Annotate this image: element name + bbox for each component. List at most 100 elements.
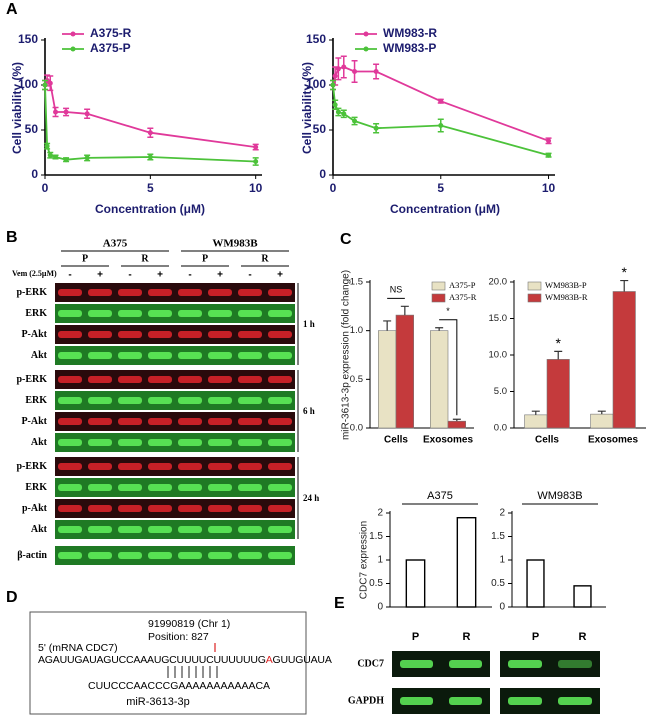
marker bbox=[546, 138, 552, 144]
mrna-label: 5' (mRNA CDC7) bbox=[38, 642, 118, 654]
row-label: ERK bbox=[25, 308, 47, 319]
x-axis-label: Concentration (μM) bbox=[390, 202, 500, 216]
blot-band bbox=[178, 418, 202, 425]
chart-title: WM983B bbox=[537, 490, 582, 502]
blot-strip bbox=[55, 391, 295, 410]
marker bbox=[373, 69, 379, 74]
blot-band bbox=[148, 289, 172, 296]
coordinate: 91990819 (Chr 1) bbox=[148, 618, 230, 630]
vem-sign: + bbox=[217, 270, 223, 281]
y-tick-label: 100 bbox=[18, 77, 38, 91]
y-tick-label: 150 bbox=[306, 32, 326, 46]
blot-strip bbox=[55, 370, 295, 389]
blot-band bbox=[178, 526, 202, 533]
vem-sign: + bbox=[157, 270, 163, 281]
blot-band bbox=[118, 526, 142, 533]
significance-bracket bbox=[439, 319, 458, 416]
blot-band bbox=[88, 526, 112, 533]
y-tick-label: 0 bbox=[31, 167, 38, 181]
blot-band bbox=[148, 505, 172, 512]
blot-strip bbox=[55, 478, 295, 497]
bar bbox=[612, 291, 636, 429]
blot-band bbox=[118, 552, 142, 559]
annotation: * bbox=[621, 264, 627, 280]
blot-band bbox=[88, 376, 112, 383]
x-tick-label: 10 bbox=[249, 181, 263, 195]
bar bbox=[456, 517, 477, 608]
blot-band bbox=[88, 505, 112, 512]
legend-marker bbox=[363, 31, 369, 37]
y-axis-label: Cell viability (%) bbox=[10, 62, 24, 154]
blot-band bbox=[208, 310, 232, 317]
blot-band bbox=[268, 289, 292, 296]
y-axis-label: miR-3613-3p expression (fold change) bbox=[341, 270, 352, 440]
blot-band bbox=[58, 289, 82, 296]
sequence-box bbox=[29, 611, 307, 715]
blot-band bbox=[208, 463, 232, 470]
blot-band bbox=[508, 697, 542, 705]
blot-strip bbox=[55, 520, 295, 539]
subgroup-label: P bbox=[202, 253, 208, 264]
mirna-sequence: CUUCCCAACCCGAAAAAAAAAAACA bbox=[88, 680, 270, 692]
blot-band bbox=[238, 376, 262, 383]
row-label: ERK bbox=[25, 395, 47, 406]
blot-band bbox=[208, 552, 232, 559]
y-tick-label: 50 bbox=[313, 122, 327, 136]
row-label: p-ERK bbox=[16, 461, 47, 472]
x-tick-label: Cells bbox=[384, 435, 408, 446]
blot-band bbox=[558, 660, 592, 668]
blot-band bbox=[208, 352, 232, 359]
blot-band bbox=[58, 418, 82, 425]
blot-band bbox=[58, 331, 82, 338]
legend-label: WM983-P bbox=[383, 41, 436, 55]
blot-band bbox=[148, 484, 172, 491]
legend-label: WM983-R bbox=[383, 26, 437, 40]
blot-band bbox=[88, 552, 112, 559]
panel-label: C bbox=[340, 231, 352, 248]
marker bbox=[332, 73, 338, 79]
blot-strip bbox=[55, 546, 295, 565]
y-tick-label: 2 bbox=[377, 508, 383, 519]
blot-band bbox=[58, 552, 82, 559]
error-bar bbox=[531, 410, 540, 415]
blot-band bbox=[58, 397, 82, 404]
blot-band bbox=[268, 484, 292, 491]
blot-band bbox=[118, 505, 142, 512]
blot-band bbox=[178, 552, 202, 559]
marker bbox=[341, 64, 347, 70]
y-tick-label: 0.5 bbox=[369, 578, 383, 589]
vem-label: Vem (2.5μM) bbox=[12, 269, 57, 278]
blot-band bbox=[238, 397, 262, 404]
blot-band bbox=[208, 505, 232, 512]
y-tick-label: 0 bbox=[319, 167, 326, 181]
blot-band bbox=[118, 289, 142, 296]
error-bar bbox=[554, 350, 563, 360]
y-tick-label: 100 bbox=[306, 77, 326, 91]
blot-band bbox=[449, 660, 482, 668]
mrna-sequence: AGAUUGAUAGUCCAAAUGCUUUUCUUUUUUGAGUUGUAUA bbox=[38, 654, 332, 666]
blot-band bbox=[238, 418, 262, 425]
legend-swatch bbox=[527, 293, 542, 303]
blot-band bbox=[58, 505, 82, 512]
blot-band bbox=[208, 331, 232, 338]
blot-band bbox=[58, 376, 82, 383]
blot-band bbox=[58, 439, 82, 446]
blot-band bbox=[118, 463, 142, 470]
blot-band bbox=[178, 439, 202, 446]
x-tick-label: Exosomes bbox=[588, 435, 638, 446]
blot-band bbox=[148, 463, 172, 470]
blot-band bbox=[88, 418, 112, 425]
x-tick-label: 0 bbox=[42, 181, 49, 195]
y-tick-label: 2 bbox=[499, 508, 505, 519]
blot-band bbox=[268, 526, 292, 533]
blot-band bbox=[178, 397, 202, 404]
blot-band bbox=[238, 505, 262, 512]
bar bbox=[590, 413, 614, 429]
row-label: Akt bbox=[31, 437, 48, 448]
marker bbox=[438, 123, 444, 128]
bar bbox=[378, 330, 397, 429]
marker bbox=[53, 109, 59, 115]
bar bbox=[524, 414, 548, 429]
row-label: P-Akt bbox=[21, 416, 47, 427]
blot-band bbox=[148, 397, 172, 404]
